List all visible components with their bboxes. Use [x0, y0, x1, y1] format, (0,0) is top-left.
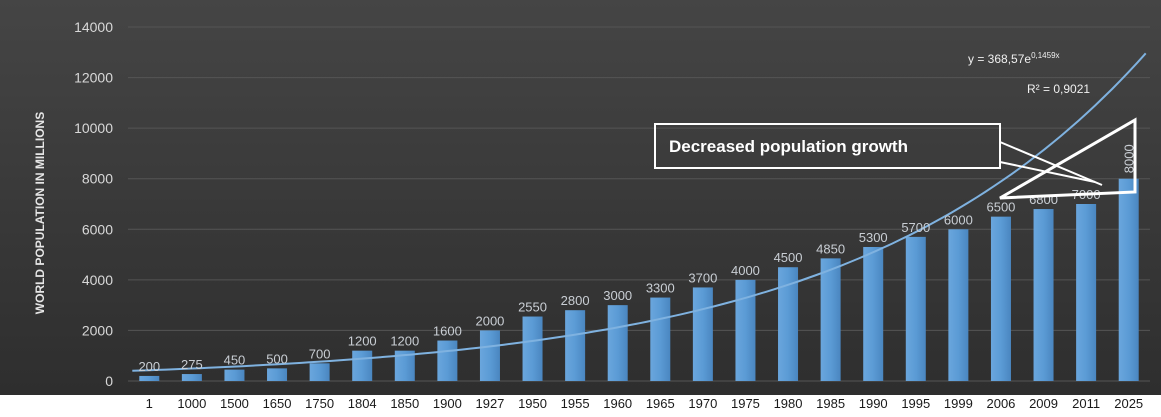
data-label: 1600 [433, 324, 462, 339]
data-label: 5700 [901, 220, 930, 235]
y-tick-label: 10000 [74, 120, 113, 136]
y-tick-label: 2000 [82, 322, 113, 338]
y-tick-label: 12000 [74, 70, 113, 86]
trendline-equation-base: y = 368,57e [968, 52, 1031, 66]
x-tick-label: 1999 [944, 396, 973, 411]
data-label: 5300 [859, 230, 888, 245]
bar [181, 374, 202, 381]
data-label: 1200 [390, 334, 419, 349]
bar [735, 279, 756, 381]
bar [139, 375, 160, 381]
bar [692, 287, 713, 381]
x-tick-label: 1000 [177, 396, 206, 411]
trendline-equation: y = 368,57e0,1459x [968, 51, 1060, 66]
data-label: 2800 [561, 293, 590, 308]
x-tick-label: 2011 [1072, 396, 1100, 411]
bar [650, 297, 671, 381]
bar [224, 369, 245, 381]
trendline-curve [132, 52, 1147, 372]
y-axis-label: WORLD POPULATION IN MILLIONS [33, 112, 47, 314]
y-tick-label: 4000 [82, 272, 113, 288]
bar [437, 340, 458, 381]
data-label: 2550 [518, 300, 547, 315]
x-tick-label: 1750 [305, 396, 334, 411]
data-label: 4000 [731, 263, 760, 278]
data-label: 3300 [646, 281, 675, 296]
x-tick-label: 1975 [731, 396, 760, 411]
bar [1118, 178, 1139, 381]
callout-box [654, 123, 1001, 169]
x-tick-label: 1650 [263, 396, 292, 411]
bar [479, 330, 500, 381]
x-tick-label: 1 [146, 396, 153, 411]
callout-pointer-upper [999, 141, 1103, 186]
data-label: 700 [309, 346, 331, 361]
y-tick-label: 6000 [82, 221, 113, 237]
x-tick-label: 2006 [986, 396, 1015, 411]
x-tick-label: 1927 [475, 396, 504, 411]
bar [267, 368, 288, 381]
bar [522, 316, 543, 381]
x-tick-label: 1965 [646, 396, 675, 411]
x-tick-label: 1850 [390, 396, 419, 411]
bar [820, 258, 841, 381]
y-tick-label: 14000 [74, 19, 113, 35]
x-tick-label: 2025 [1114, 396, 1143, 411]
y-tick-labels: 0 2000 4000 6000 8000 10000 12000 14000 [74, 19, 113, 389]
x-tick-label: 1985 [816, 396, 845, 411]
y-tick-label: 0 [105, 373, 113, 389]
data-label: 3700 [688, 270, 717, 285]
x-tick-label: 1955 [561, 396, 590, 411]
bar [990, 216, 1011, 381]
trendline-r-squared: R² = 0,9021 [1027, 82, 1090, 96]
data-label: 3000 [603, 288, 632, 303]
bar [778, 267, 799, 381]
x-tick-label: 1970 [688, 396, 717, 411]
data-label: 275 [181, 357, 203, 372]
bar [1033, 209, 1054, 381]
bar [309, 363, 330, 381]
x-tick-label: 1995 [901, 396, 930, 411]
data-label: 1200 [348, 334, 377, 349]
annotation-callout: Decreased population growth [654, 117, 1137, 200]
trendline-equation-exponent: 0,1459x [1031, 51, 1059, 60]
y-tick-label: 8000 [82, 171, 113, 187]
bar [948, 229, 969, 381]
x-tick-label: 2009 [1029, 396, 1058, 411]
data-label: 6500 [986, 200, 1015, 215]
x-tick-label: 1990 [859, 396, 888, 411]
trendline [132, 52, 1147, 372]
gridlines [128, 26, 1150, 382]
data-label: 500 [266, 351, 288, 366]
bar [565, 310, 586, 381]
callout-text: Decreased population growth [669, 137, 908, 156]
data-label: 4500 [774, 250, 803, 265]
x-tick-label: 1980 [774, 396, 803, 411]
data-label: 200 [138, 359, 160, 374]
bar [905, 236, 926, 381]
bar [352, 350, 373, 381]
bar [1076, 204, 1097, 381]
x-tick-label: 1960 [603, 396, 632, 411]
growth-wedge [999, 117, 1137, 200]
bars [139, 178, 1139, 381]
data-label: 450 [224, 353, 246, 368]
bar [863, 246, 884, 381]
bar [607, 305, 628, 381]
x-tick-label: 1950 [518, 396, 547, 411]
x-tick-label: 1804 [348, 396, 377, 411]
x-tick-labels: 1 1000 1500 1650 1750 1804 1850 1900 1927 1950 195… [146, 396, 1143, 411]
data-label: 8000 [1122, 144, 1137, 173]
data-label: 4850 [816, 241, 845, 256]
x-tick-label: 1500 [220, 396, 249, 411]
bar [394, 350, 415, 381]
data-label: 2000 [475, 313, 504, 328]
x-tick-label: 1900 [433, 396, 462, 411]
data-label: 6000 [944, 212, 973, 227]
